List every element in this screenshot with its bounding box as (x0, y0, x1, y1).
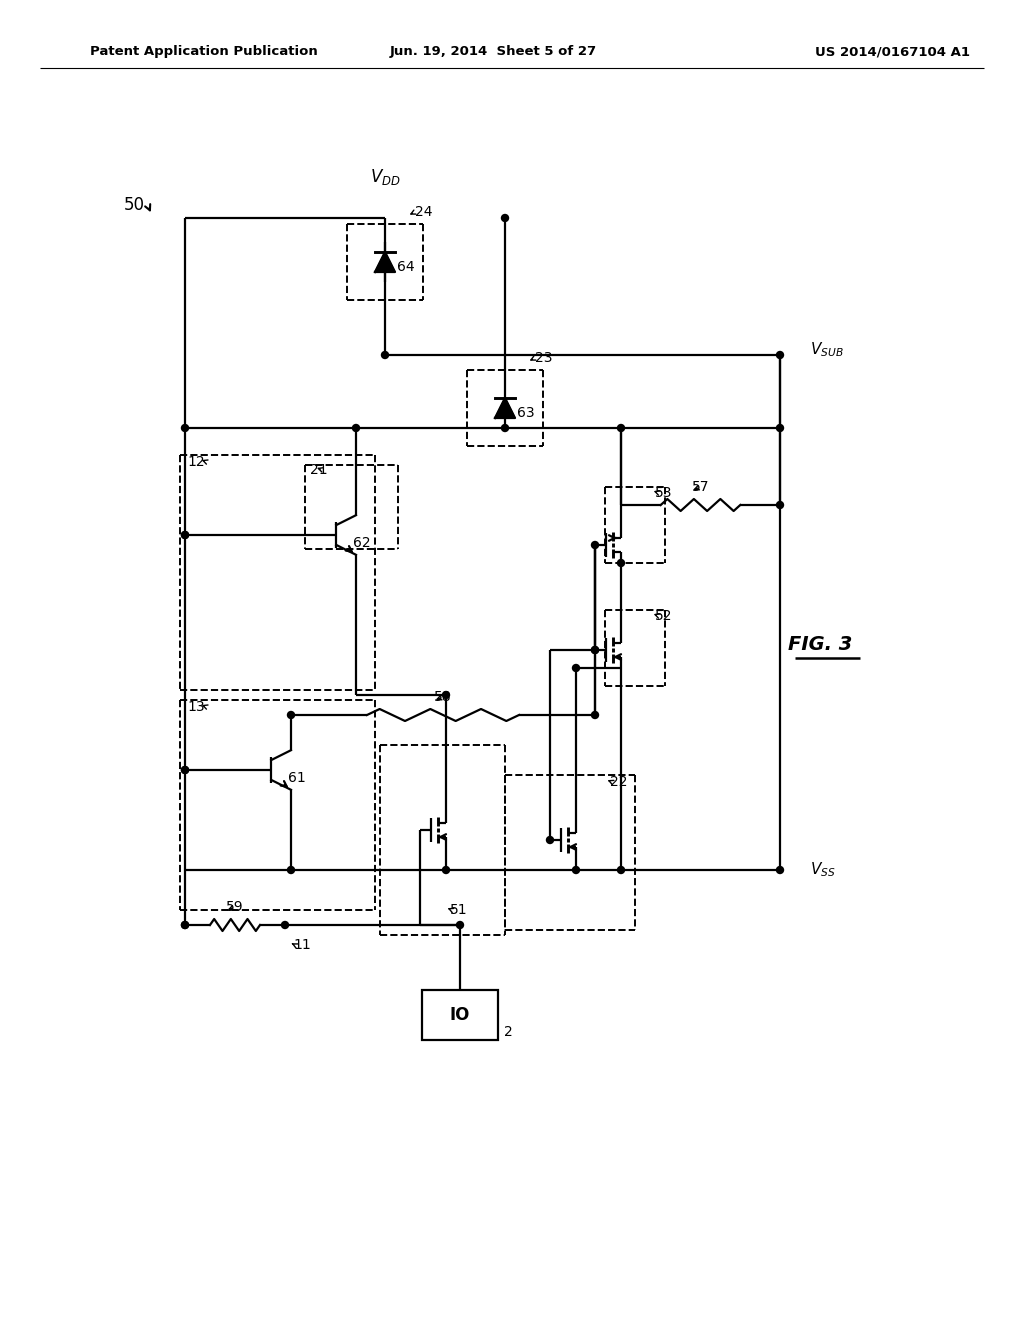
Text: 21: 21 (310, 463, 328, 477)
Text: 62: 62 (353, 536, 371, 550)
Circle shape (352, 425, 359, 432)
Text: 57: 57 (692, 480, 710, 494)
Circle shape (592, 647, 598, 653)
Circle shape (547, 837, 554, 843)
Circle shape (288, 866, 295, 874)
Text: 24: 24 (415, 205, 432, 219)
Circle shape (592, 541, 598, 549)
Circle shape (617, 425, 625, 432)
Bar (422, 990, 498, 1040)
Polygon shape (375, 252, 395, 272)
Text: $V_{DD}$: $V_{DD}$ (370, 168, 400, 187)
Text: Patent Application Publication: Patent Application Publication (90, 45, 317, 58)
Text: 53: 53 (655, 486, 673, 500)
Text: 22: 22 (610, 775, 628, 789)
Text: 2: 2 (504, 1026, 513, 1039)
Text: $V_{SUB}$: $V_{SUB}$ (810, 341, 844, 359)
Circle shape (181, 532, 188, 539)
Circle shape (282, 921, 289, 928)
Text: 50: 50 (124, 195, 145, 214)
Text: 52: 52 (655, 609, 673, 623)
Text: 51: 51 (450, 903, 468, 917)
Text: FIG. 3: FIG. 3 (787, 635, 852, 655)
Polygon shape (495, 399, 515, 418)
Circle shape (776, 351, 783, 359)
Text: 23: 23 (535, 351, 553, 366)
Text: 13: 13 (187, 700, 205, 714)
Circle shape (572, 664, 580, 672)
Circle shape (442, 692, 450, 698)
Circle shape (181, 921, 188, 928)
Circle shape (382, 351, 388, 359)
Circle shape (502, 214, 509, 222)
Text: Jun. 19, 2014  Sheet 5 of 27: Jun. 19, 2014 Sheet 5 of 27 (390, 45, 597, 58)
Circle shape (288, 711, 295, 718)
Circle shape (181, 921, 188, 928)
Text: 61: 61 (288, 771, 306, 785)
Circle shape (502, 425, 509, 432)
Circle shape (442, 866, 450, 874)
Circle shape (592, 647, 598, 653)
Text: 59: 59 (226, 900, 244, 913)
Text: 58: 58 (434, 690, 452, 704)
Circle shape (617, 866, 625, 874)
Text: 64: 64 (397, 260, 415, 275)
Circle shape (776, 502, 783, 508)
Circle shape (457, 921, 464, 928)
Text: $V_{SS}$: $V_{SS}$ (810, 861, 836, 879)
Text: 63: 63 (517, 407, 535, 420)
Text: 11: 11 (293, 939, 310, 952)
Circle shape (181, 425, 188, 432)
Text: IO: IO (450, 1006, 470, 1024)
Circle shape (617, 560, 625, 566)
Circle shape (776, 866, 783, 874)
Circle shape (572, 866, 580, 874)
Circle shape (181, 767, 188, 774)
Circle shape (181, 767, 188, 774)
Circle shape (181, 532, 188, 539)
Text: US 2014/0167104 A1: US 2014/0167104 A1 (815, 45, 970, 58)
Text: 12: 12 (187, 455, 205, 469)
Circle shape (776, 425, 783, 432)
Circle shape (592, 711, 598, 718)
